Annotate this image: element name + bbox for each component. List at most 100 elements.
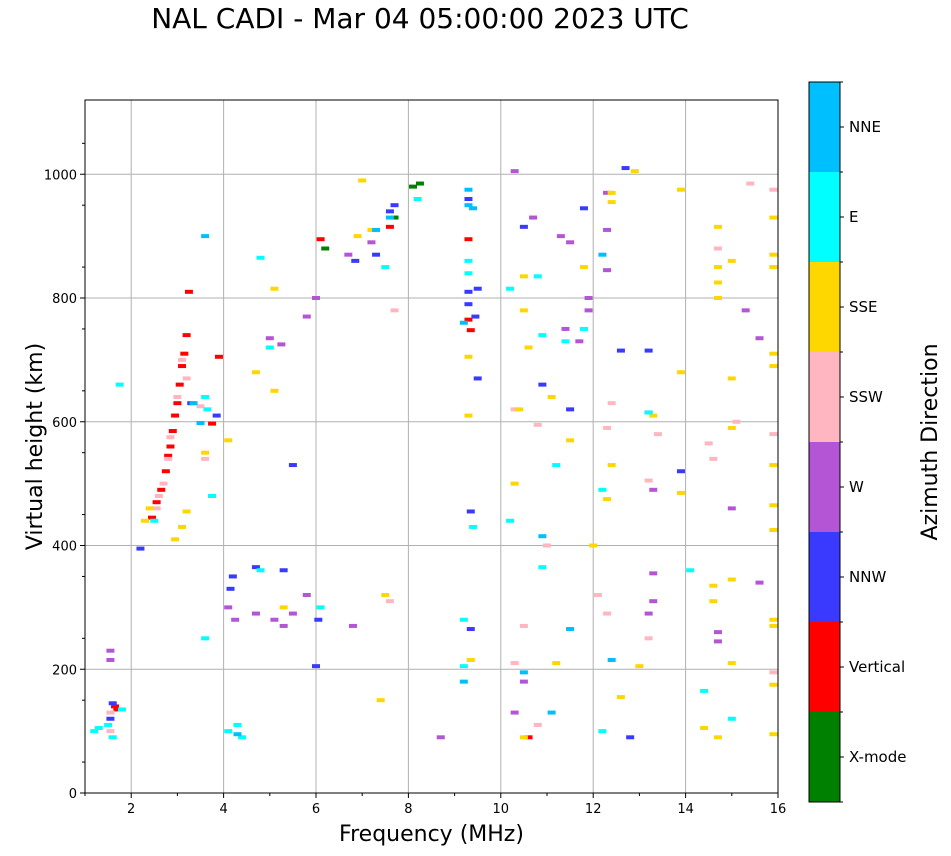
data-point-nne (196, 420, 205, 425)
data-point-nnw (228, 574, 237, 579)
grid (85, 100, 779, 794)
y-tick-label: 200 (52, 663, 77, 678)
data-point-e (598, 487, 607, 492)
data-point-e (700, 688, 709, 693)
data-point-vertical (173, 401, 182, 406)
data-point-nnw (251, 565, 260, 570)
data-point-nnw (626, 735, 635, 740)
data-point-w (265, 336, 274, 341)
data-point-vertical (161, 469, 170, 474)
data-point-e (533, 274, 542, 279)
data-point-ssw (106, 710, 115, 715)
data-point-e (561, 339, 570, 344)
colorbar-segment (809, 532, 840, 622)
data-point-e (108, 735, 117, 740)
data-point-sse (676, 490, 685, 495)
data-point-sse (700, 726, 709, 731)
data-point-w (713, 639, 722, 644)
data-point-w (367, 240, 376, 245)
data-point-ssw (713, 246, 722, 251)
data-point-ssw (732, 419, 741, 424)
data-point-nne (233, 732, 242, 737)
data-point-sse (769, 265, 778, 270)
data-point-e (208, 494, 217, 498)
data-point-sse (466, 657, 475, 662)
data-point-ssw (154, 494, 163, 498)
data-point-ssw (182, 376, 191, 381)
data-point-vertical (464, 317, 473, 322)
data-point-nnw (385, 209, 394, 214)
colorbar-label: SSW (849, 388, 883, 406)
data-point-sse (769, 463, 778, 468)
data-point-ssw (653, 432, 662, 437)
data-point-e (265, 345, 274, 350)
data-point-sse (727, 425, 736, 430)
data-point-nnw (390, 203, 399, 208)
data-point-nnw (466, 627, 475, 632)
data-point-sse (270, 388, 279, 393)
data-point-sse (727, 376, 736, 381)
data-point-ssw (390, 308, 399, 313)
data-point-sse (607, 200, 616, 205)
x-tick-label: 12 (585, 802, 602, 817)
data-point-ssw (746, 181, 755, 186)
data-point-w (510, 169, 519, 174)
data-point-ssw (159, 481, 168, 486)
data-point-ssw (106, 729, 115, 734)
data-point-e (238, 735, 247, 740)
data-point-vertical (152, 500, 161, 505)
data-point-nnw (538, 382, 547, 387)
x-tick-label: 16 (770, 802, 787, 817)
data-point-vertical (182, 333, 191, 338)
data-point-w (224, 605, 233, 610)
data-point-e (459, 664, 468, 669)
data-point-sse (616, 695, 625, 700)
colorbar-segment (809, 352, 840, 442)
data-point-nne (464, 203, 473, 208)
data-point-w (529, 215, 538, 220)
data-point-nnw (644, 348, 653, 353)
data-point-nnw (566, 407, 575, 412)
data-point-w (755, 580, 764, 585)
colorbar-frame (808, 81, 841, 803)
data-point-sse (769, 528, 778, 533)
data-point-vertical (164, 453, 173, 458)
data-point-e (104, 722, 113, 727)
data-point-sse (367, 227, 376, 232)
data-point-vertical (147, 515, 156, 520)
data-point-vertical (208, 421, 217, 426)
data-point-w (106, 648, 115, 653)
data-point-e (506, 518, 515, 523)
colorbar-label: X-mode (849, 748, 906, 766)
data-point-w (713, 630, 722, 635)
data-point-e (381, 265, 390, 270)
data-point-sse (769, 617, 778, 622)
data-point-sse (358, 178, 367, 183)
data-point-sse (630, 169, 639, 174)
data-point-sse (579, 265, 588, 270)
data-point-sse (519, 735, 528, 740)
data-point-ssw (201, 456, 210, 461)
data-point-vertical (466, 328, 475, 333)
data-point-nne (385, 215, 394, 220)
data-point-e (727, 716, 736, 721)
data-point-w (302, 593, 311, 597)
data-point-nnw (579, 206, 588, 211)
data-point-ssw (510, 407, 519, 412)
data-point-w (348, 623, 357, 628)
data-point-x-mode (390, 215, 399, 220)
data-point-nnw (621, 166, 630, 171)
data-point-nnw (106, 716, 115, 721)
data-point-e (644, 410, 653, 415)
data-point-e (90, 729, 99, 734)
data-point-ssw (603, 425, 612, 430)
data-point-vertical (175, 382, 184, 387)
data-point-nne (519, 670, 528, 675)
colorbar-label: NNW (849, 568, 886, 586)
data-point-ssw (607, 401, 616, 406)
data-point-w (584, 308, 593, 313)
data-point-nnw (312, 664, 320, 669)
data-point-ssw (196, 404, 205, 409)
data-point-e (201, 636, 210, 641)
data-point-ssw (769, 432, 778, 437)
